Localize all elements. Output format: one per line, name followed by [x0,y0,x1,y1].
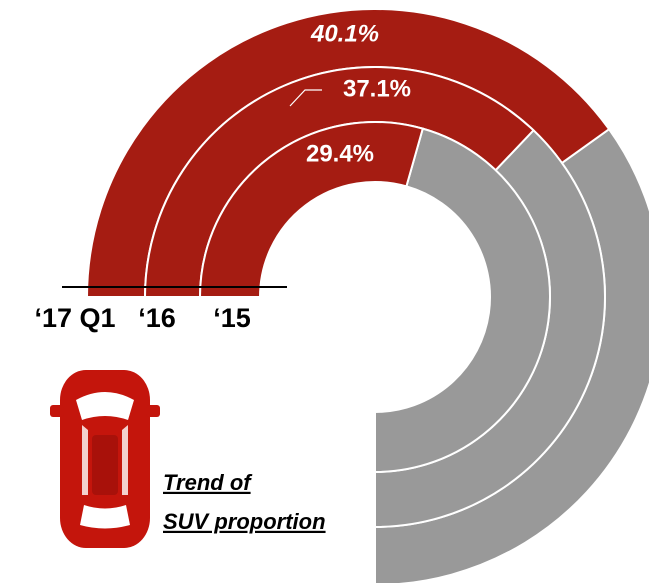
category-label: ‘15 [213,303,251,333]
value-label: 40.1% [310,20,379,47]
category-label: ‘17 Q1 [34,303,115,333]
annotation: Trend of [163,470,253,495]
leader-line [289,89,322,107]
category-label: ‘16 [138,303,176,333]
car-icon [50,370,160,548]
rest-arc [374,127,551,474]
value-label: 37.1% [343,75,411,102]
bar-arc [198,121,425,298]
rings [85,8,649,583]
value-label: 29.4% [306,140,374,167]
labels: 40.1% ‘17 Q1 37.1% ‘16 29.4% ‘15 [34,20,411,333]
annotation: SUV proportion [163,509,326,534]
